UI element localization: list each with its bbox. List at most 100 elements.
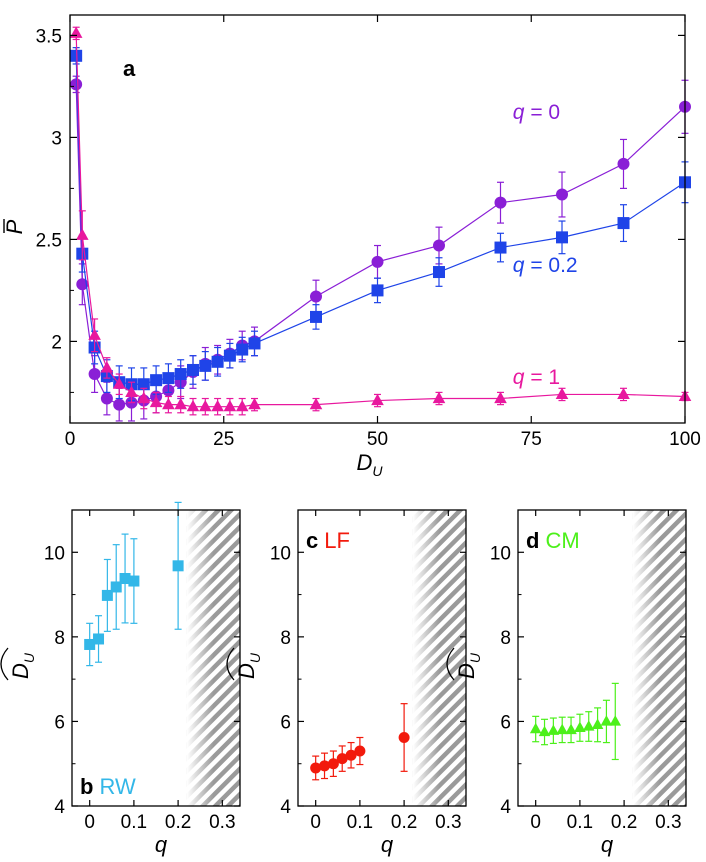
series-label: q = 0.2 xyxy=(513,254,578,277)
series-label-var: q xyxy=(513,366,525,389)
data-point xyxy=(174,397,187,410)
data-point xyxy=(84,638,96,650)
data-point xyxy=(101,589,113,601)
panel-letter: d xyxy=(526,528,539,553)
x-tick-label: 0.1 xyxy=(347,812,373,833)
data-point xyxy=(555,387,569,399)
x-axis-title: q xyxy=(601,832,614,857)
series-0: q = 0 xyxy=(70,75,691,422)
data-point xyxy=(112,377,126,389)
data-point xyxy=(113,398,126,411)
data-point xyxy=(70,78,83,91)
data-point xyxy=(162,372,175,385)
data-point xyxy=(547,724,560,735)
data-point xyxy=(556,188,568,201)
data-point xyxy=(556,231,568,244)
y-axis-title-sub: U xyxy=(467,652,483,663)
panel-letter: b xyxy=(80,774,93,799)
series-label-var: q xyxy=(513,254,525,277)
panel-tag: CM xyxy=(545,528,579,553)
y-axis-title-main: D xyxy=(8,663,33,679)
data-point xyxy=(186,399,200,412)
x-tick-label: 75 xyxy=(521,429,542,450)
panel-label: d CM xyxy=(526,528,580,553)
y-tick-label: 8 xyxy=(500,628,511,649)
data-point xyxy=(310,290,322,303)
y-axis-title: DU xyxy=(234,652,263,679)
data-point xyxy=(162,397,175,410)
y-axis-title-group: DU xyxy=(446,647,483,681)
data-point xyxy=(248,397,261,410)
y-axis-title-sub: U xyxy=(21,652,37,663)
data-point xyxy=(617,157,630,170)
data-point xyxy=(172,560,184,572)
data-point xyxy=(223,399,237,412)
y-tick-label: 4 xyxy=(500,797,511,818)
data-point xyxy=(433,239,445,252)
data-point xyxy=(125,385,138,397)
y-tick-label: 3.5 xyxy=(36,26,62,47)
data-point xyxy=(76,228,89,240)
series-label: q = 0 xyxy=(513,101,560,124)
data-point xyxy=(494,391,507,404)
data-point xyxy=(494,196,507,209)
data-point xyxy=(199,399,212,412)
data-point xyxy=(199,359,212,372)
data-point xyxy=(556,723,568,735)
panel-tag: LF xyxy=(324,528,350,553)
data-point xyxy=(100,392,113,405)
plot-frame xyxy=(297,509,467,807)
data-point xyxy=(235,399,249,412)
series-label-value: = 0 xyxy=(524,101,560,124)
excluded-region-fade xyxy=(412,510,466,806)
x-axis-title: q xyxy=(381,832,394,857)
y-tick-label: 2.5 xyxy=(36,230,62,251)
y-axis-title-hat xyxy=(446,647,455,681)
panel-letter: c xyxy=(306,528,318,553)
series-1: q = 0.2 xyxy=(70,47,691,402)
data-point xyxy=(310,762,322,774)
data-point xyxy=(398,731,410,743)
x-axis-title: DU xyxy=(356,450,383,479)
data-point xyxy=(88,328,101,340)
excluded-region-fade xyxy=(186,510,240,806)
data-point xyxy=(354,745,366,757)
x-tick-label: 0.3 xyxy=(209,812,235,833)
x-tick-label: 0 xyxy=(310,812,321,833)
x-tick-label: 0.3 xyxy=(435,812,461,833)
x-tick-label: 0 xyxy=(84,812,95,833)
y-tick-label: 2 xyxy=(51,332,62,353)
y-tick-label: 10 xyxy=(270,543,291,564)
excluded-region-fade xyxy=(632,510,686,806)
series-label-value: = 0.2 xyxy=(524,254,577,277)
x-tick-label: 25 xyxy=(213,429,234,450)
series-label-value: = 1 xyxy=(524,366,560,389)
y-axis-title-group: P xyxy=(2,219,27,234)
data-point xyxy=(582,720,595,731)
data-point xyxy=(88,368,101,381)
y-tick-label: 3 xyxy=(51,128,62,149)
y-tick-label: 4 xyxy=(280,797,291,818)
y-axis-title-group: DU xyxy=(0,647,37,681)
data-point xyxy=(223,349,236,362)
y-tick-label: 8 xyxy=(280,628,291,649)
data-point xyxy=(309,397,323,410)
x-tick-label: 50 xyxy=(367,429,388,450)
data-point xyxy=(187,363,199,376)
data-point xyxy=(538,725,551,737)
plot-frame xyxy=(517,509,687,807)
x-tick-label: 0.2 xyxy=(611,812,637,833)
panel-letter: a xyxy=(123,56,136,81)
y-axis-title: DU xyxy=(454,652,483,679)
y-axis-title-main: D xyxy=(454,663,479,679)
data-point xyxy=(574,721,586,732)
x-axis-title-sub: U xyxy=(372,463,383,479)
data-point xyxy=(76,278,89,291)
series-2: q = 1 xyxy=(69,26,692,416)
y-tick-label: 6 xyxy=(500,712,511,733)
data-point xyxy=(433,266,445,279)
